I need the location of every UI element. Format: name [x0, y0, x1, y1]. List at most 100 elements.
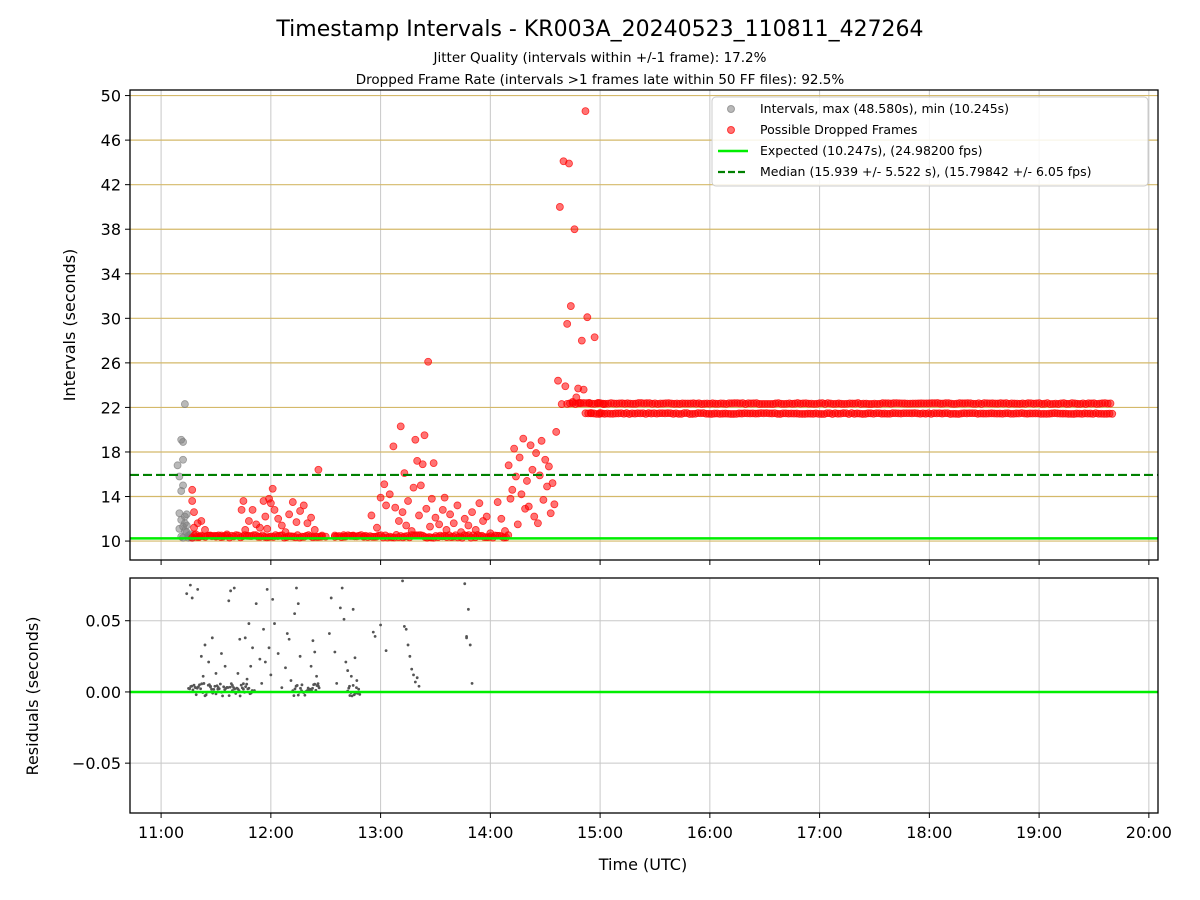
residual-point [192, 683, 196, 687]
dropped-frame-point [548, 479, 557, 488]
residual-point [227, 694, 231, 698]
dropped-frame-point [435, 520, 444, 529]
residual-point [287, 637, 291, 641]
residual-point [285, 632, 289, 635]
residual-point [273, 622, 276, 625]
residual-point [228, 685, 232, 689]
dropped-frame-point [288, 498, 297, 506]
dropped-frame-point [394, 517, 403, 525]
dropped-frame-point [416, 481, 425, 490]
x-tick-label: 17:00 [797, 823, 843, 842]
residual-point [333, 650, 337, 654]
interval-point [179, 438, 187, 446]
dropped-frame-point [453, 501, 462, 510]
residual-point [468, 643, 472, 647]
dropped-frame-point [544, 462, 553, 471]
residual-point [258, 657, 262, 661]
residual-point [401, 579, 404, 583]
residual-point [194, 693, 198, 697]
residual-point [196, 587, 200, 591]
residual-point [415, 676, 419, 680]
dropped-frame-point [431, 513, 440, 522]
dropped-frame-point [296, 507, 305, 515]
residual-point [242, 682, 245, 686]
residuals-y-axis-label: Residuals (seconds) [23, 617, 42, 776]
dropped-frame-point [501, 527, 509, 535]
residual-point [406, 643, 410, 647]
residual-point [284, 666, 287, 670]
dropped-frame-point [517, 490, 526, 499]
intervals-y-tick-label: 30 [101, 309, 121, 328]
dropped-frame-point [475, 499, 484, 508]
interval-point [180, 400, 189, 408]
residual-point [214, 672, 218, 675]
residual-point [358, 693, 362, 696]
residual-point [212, 687, 216, 691]
residual-point [239, 683, 243, 687]
dropped-frame-point [237, 505, 246, 514]
dropped-frame-point [460, 514, 469, 523]
dropped-frame-point [299, 501, 308, 510]
dropped-frame-point [241, 526, 250, 534]
residual-point [309, 664, 313, 668]
dropped-frame-point [510, 444, 519, 453]
interval-point [173, 461, 182, 470]
dropped-frame-point [541, 455, 550, 464]
residual-point [335, 681, 339, 685]
residual-point [191, 688, 195, 692]
interval-point [179, 481, 187, 490]
intervals-y-axis-label: Intervals (seconds) [60, 249, 79, 402]
dropped-frame-point [190, 508, 198, 517]
residual-point [190, 684, 194, 688]
intervals-y-tick-label: 34 [101, 265, 121, 284]
dropped-frame-point [565, 159, 573, 168]
dropped-frame-point [583, 313, 592, 322]
residual-point [295, 586, 298, 590]
dropped-frame-point [537, 436, 546, 445]
dropped-frame-point [292, 518, 301, 527]
dropped-frame-point [415, 511, 423, 520]
residual-point [463, 582, 467, 586]
residual-point [207, 660, 211, 664]
legend-label-expected: Expected (10.247s), (24.98200 fps) [760, 143, 982, 158]
intervals-y-tick-label: 50 [101, 87, 121, 106]
residual-point [299, 686, 302, 690]
dropped-frame-point [407, 527, 416, 535]
residual-point [217, 687, 221, 691]
interval-point [177, 516, 186, 524]
residuals-axis: 11:00 12:00 13:00 14:00 15:00 16:00 17:00 18:00… [72, 612, 1172, 842]
dropped-frame-point [579, 385, 588, 394]
residual-point [379, 623, 382, 627]
residual-point [327, 632, 331, 635]
dropped-frame-point [534, 519, 542, 528]
dropped-frame-point [539, 495, 548, 504]
dropped-frame-point [508, 485, 517, 494]
residual-point [245, 677, 249, 681]
residuals-y-tick-label: −0.05 [72, 754, 121, 773]
dropped-frame-point [471, 526, 480, 534]
dropped-frame-point [468, 508, 476, 517]
dropped-frame-point [546, 509, 555, 518]
residuals-y-tick-label: 0.00 [85, 683, 121, 702]
dropped-frame-point [244, 517, 253, 525]
residual-point [340, 586, 344, 590]
interval-point [182, 510, 191, 519]
residual-point [245, 682, 249, 686]
residual-point [357, 687, 361, 691]
dropped-frame-point [396, 422, 405, 431]
residual-point [190, 596, 194, 600]
residual-point [313, 650, 317, 654]
residual-point [244, 685, 248, 689]
intervals-y-tick-label: 22 [101, 398, 121, 417]
dropped-frame-point [223, 530, 231, 539]
residual-point [233, 687, 237, 691]
residual-point [254, 602, 258, 606]
residual-point [263, 660, 267, 664]
dropped-frame-point [367, 511, 376, 520]
dropped-frame-point [270, 505, 279, 514]
residual-point [276, 652, 280, 655]
residual-point [221, 694, 224, 698]
intervals-y-tick-label: 18 [101, 443, 121, 462]
dropped-frame-point [524, 502, 533, 511]
residual-point [210, 636, 214, 640]
